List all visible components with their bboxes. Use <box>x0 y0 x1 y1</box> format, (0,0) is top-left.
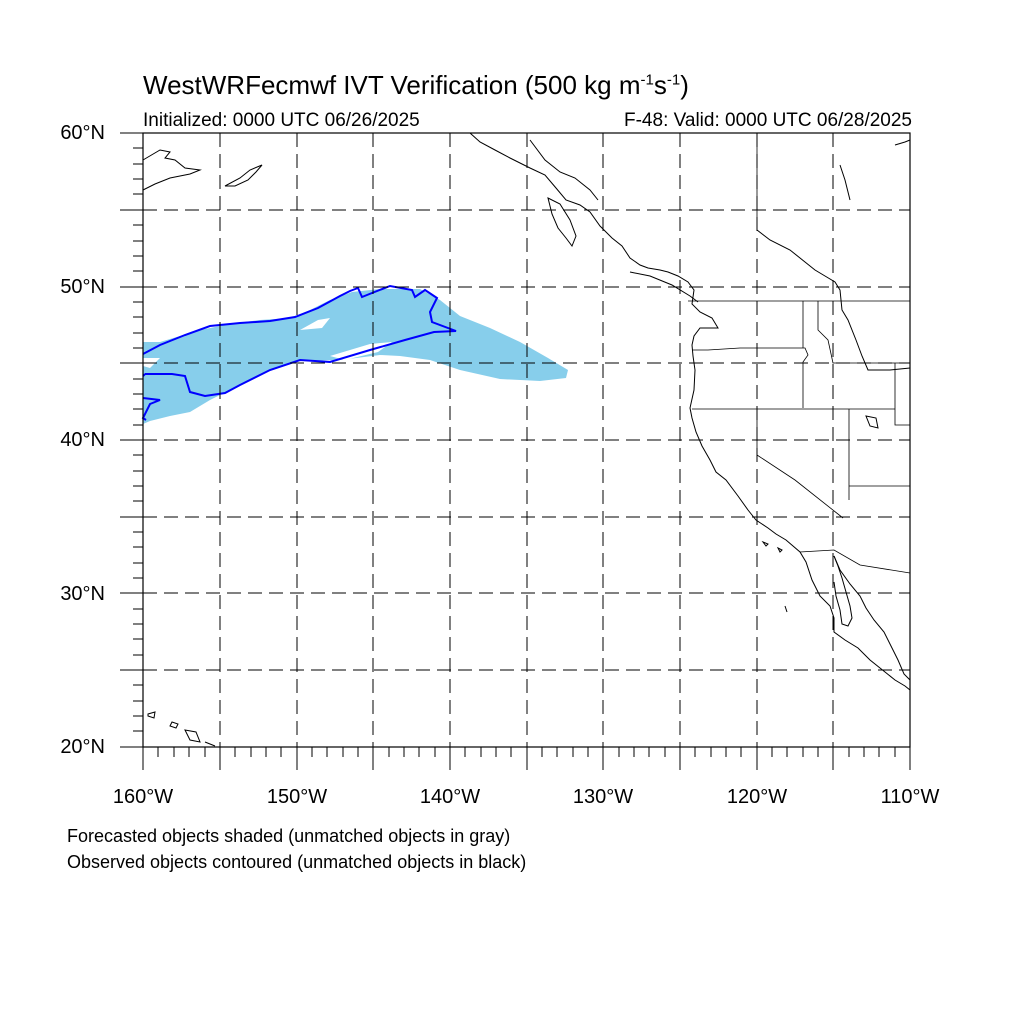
lat-label-30n: 30°N <box>60 583 105 605</box>
lon-label-150w: 150°W <box>266 786 328 808</box>
forecast-object-shaded <box>143 289 568 424</box>
valid-time-label: F-48: Valid: 0000 UTC 06/28/2025 <box>624 110 912 131</box>
lat-label-20n: 20°N <box>60 736 105 758</box>
lon-label-120w: 120°W <box>726 786 788 808</box>
lon-label-110w: 110°W <box>880 786 940 808</box>
init-time-label: Initialized: 0000 UTC 06/26/2025 <box>143 110 420 131</box>
lon-label-160w: 160°W <box>112 786 174 808</box>
coastlines <box>142 132 911 747</box>
lat-lon-grid <box>143 133 910 747</box>
lon-label-130w: 130°W <box>572 786 634 808</box>
axis-ticks <box>120 132 911 770</box>
figure-title: WestWRFecmwf IVT Verification (500 kg m-… <box>143 70 689 101</box>
title-text-s: s <box>653 70 667 100</box>
note-observed: Observed objects contoured (unmatched ob… <box>67 852 527 872</box>
note-forecast: Forecasted objects shaded (unmatched obj… <box>67 826 511 846</box>
title-text: WestWRFecmwf IVT Verification (500 kg m <box>143 70 641 100</box>
lat-label-50n: 50°N <box>60 276 105 298</box>
title-superscript-1: -1 <box>640 71 654 89</box>
title-superscript-2: -1 <box>666 71 681 89</box>
political-borders <box>688 133 911 574</box>
lat-label-60n: 60°N <box>60 122 105 144</box>
lat-label-40n: 40°N <box>60 429 105 451</box>
title-text-end: ) <box>680 70 689 100</box>
lon-label-140w: 140°W <box>419 786 481 808</box>
